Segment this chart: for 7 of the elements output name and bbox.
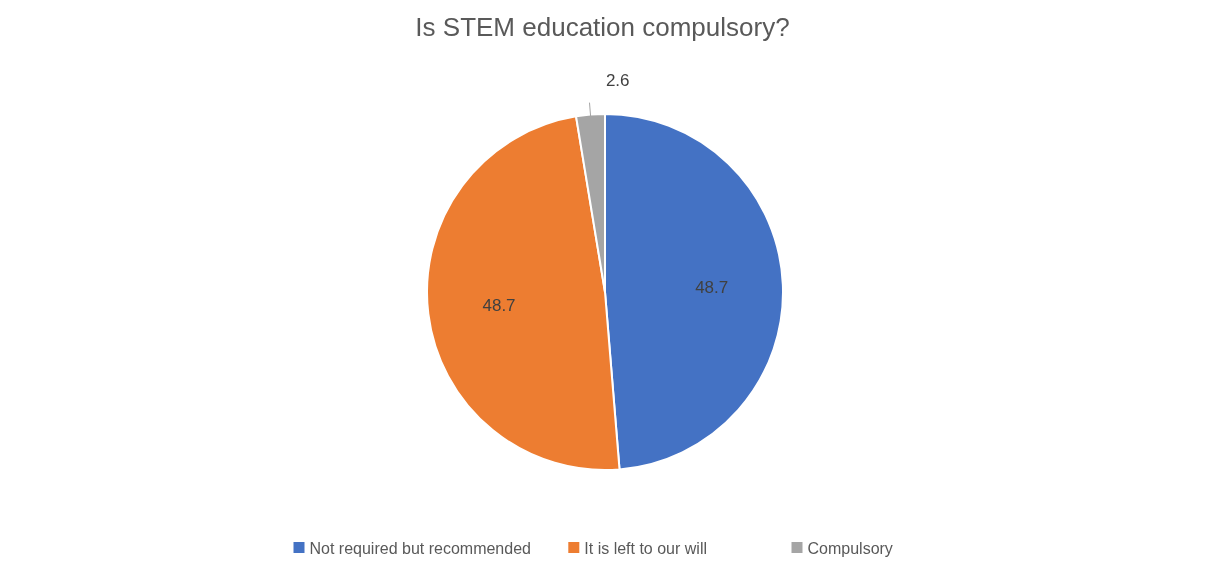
legend-label: It is left to our will [584, 539, 707, 557]
chart-title: Is STEM education compulsory? [415, 12, 790, 42]
legend-label: Compulsory [807, 539, 893, 557]
data-label: 2.6 [605, 71, 630, 91]
data-label: 48.7 [482, 295, 516, 315]
legend-label: Not required but recommended [309, 539, 531, 557]
data-label: 48.7 [695, 278, 729, 298]
